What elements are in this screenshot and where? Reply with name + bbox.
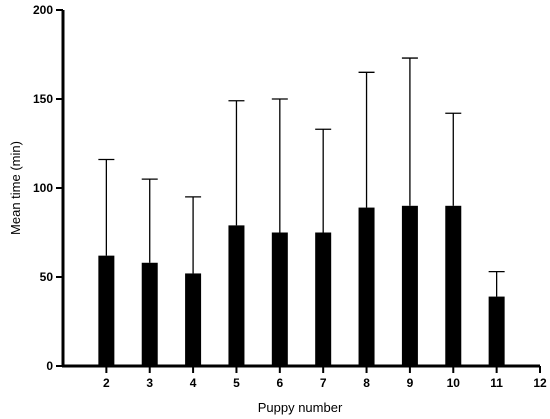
bars-group bbox=[98, 205, 505, 366]
x-tick-label: 4 bbox=[190, 376, 197, 390]
x-tick-label: 2 bbox=[103, 376, 110, 390]
bar bbox=[445, 205, 462, 366]
x-tick-label: 8 bbox=[363, 376, 370, 390]
x-tick-label: 7 bbox=[320, 376, 327, 390]
x-tick-label: 6 bbox=[276, 376, 283, 390]
x-tick-label: 5 bbox=[233, 376, 240, 390]
bar bbox=[141, 262, 158, 366]
bar bbox=[271, 232, 288, 366]
y-tick-label: 200 bbox=[33, 3, 53, 17]
bar bbox=[315, 232, 332, 366]
x-tick-label: 11 bbox=[490, 376, 503, 390]
bar bbox=[228, 225, 245, 366]
x-tick-label: 12 bbox=[533, 376, 547, 390]
y-tick-label: 100 bbox=[33, 181, 53, 195]
y-ticks-group: 0 50 100 150 200 bbox=[33, 3, 63, 373]
x-tick-label: 10 bbox=[447, 376, 461, 390]
x-ticks-group: 2 3 4 5 6 7 8 9 10 11 12 bbox=[103, 366, 547, 390]
y-axis-title: Mean time (min) bbox=[8, 141, 23, 235]
y-tick-label: 50 bbox=[40, 270, 54, 284]
bar bbox=[98, 255, 115, 366]
y-tick-label: 0 bbox=[46, 359, 53, 373]
x-tick-label: 9 bbox=[407, 376, 414, 390]
bar bbox=[488, 296, 505, 366]
x-axis-title: Puppy number bbox=[258, 400, 343, 415]
bar bbox=[401, 205, 418, 366]
bar bbox=[358, 207, 375, 366]
y-tick-label: 150 bbox=[33, 92, 53, 106]
error-bars-group bbox=[98, 57, 505, 297]
x-tick-label: 3 bbox=[146, 376, 153, 390]
bar bbox=[185, 273, 202, 366]
